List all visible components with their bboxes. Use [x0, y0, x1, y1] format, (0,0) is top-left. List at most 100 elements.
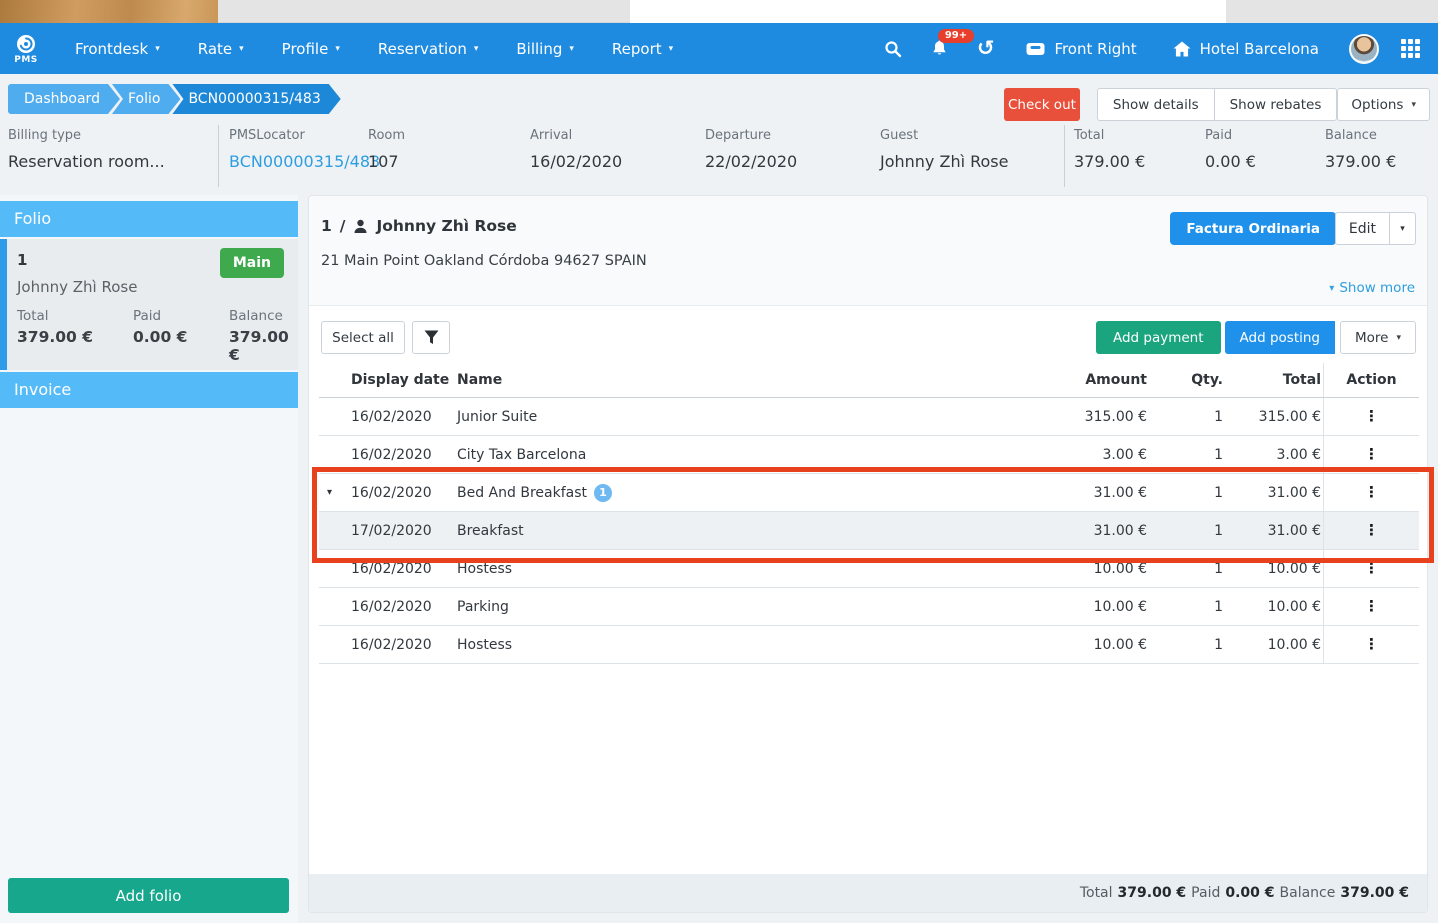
info-pms-locator: PMSLocator BCN00000315/483: [218, 125, 381, 187]
table-row-bed-and-breakfast[interactable]: ▾ 16/02/2020 Bed And Breakfast 1 31.00 €…: [319, 474, 1419, 512]
info-arrival: Arrival 16/02/2020: [530, 128, 623, 171]
browser-tab-fragment: [630, 0, 1226, 23]
main-badge: Main: [219, 248, 284, 278]
breadcrumb-locator[interactable]: BCN00000315/483: [172, 84, 340, 114]
add-posting-button[interactable]: Add posting: [1224, 321, 1335, 354]
col-display-date: Display date: [351, 372, 450, 388]
info-paid: Paid 0.00 €: [1205, 128, 1256, 171]
chevron-down-icon: ▾: [1400, 223, 1405, 234]
show-more-link[interactable]: ▾ Show more: [1329, 280, 1415, 296]
folio-number: 1: [17, 251, 28, 269]
row-actions-menu[interactable]: ⋮: [1364, 559, 1379, 577]
workstation-selector[interactable]: Front Right: [1008, 23, 1154, 74]
folio-title-guest: Johnny Zhì Rose: [376, 217, 517, 235]
bell-icon: [933, 40, 946, 55]
menu-frontdesk[interactable]: Frontdesk ▾: [75, 39, 160, 58]
browser-strip: [0, 0, 1438, 23]
folio-detail-header: 1 / Johnny Zhì Rose 21 Main Point Oaklan…: [309, 196, 1427, 306]
folio-totals: Total 379.00 € Paid 0.00 € Balance 379.0…: [17, 308, 289, 364]
folio-guest-name: Johnny Zhì Rose: [17, 278, 138, 296]
main-menu: Frontdesk ▾ Rate ▾ Profile ▾ Reservation ▾ B…: [56, 23, 692, 74]
col-action: Action: [1323, 363, 1419, 397]
table-row[interactable]: 16/02/2020 Hostess 10.00 € 1 10.00 € ⋮: [319, 626, 1419, 664]
chevron-down-icon: ▾: [239, 43, 244, 54]
hotel-selector[interactable]: Hotel Barcelona: [1155, 23, 1337, 74]
table-row[interactable]: 16/02/2020 Junior Suite 315.00 € 1 315.0…: [319, 398, 1419, 436]
folio-title-separator: /: [339, 217, 346, 235]
menu-billing[interactable]: Billing ▾: [516, 39, 574, 58]
folio-paid-value: 0.00 €: [133, 328, 188, 346]
more-button[interactable]: More ▾: [1340, 321, 1416, 354]
col-total: Total: [1282, 372, 1321, 388]
folio-title: 1 / Johnny Zhì Rose: [321, 217, 517, 235]
add-payment-button[interactable]: Add payment: [1095, 321, 1221, 354]
breadcrumb-folio[interactable]: Folio: [112, 84, 180, 114]
select-all-button[interactable]: Select all: [321, 321, 405, 354]
sidebar-section-folio[interactable]: Folio: [0, 201, 298, 237]
edit-button[interactable]: Edit: [1334, 212, 1390, 245]
reservation-info-bar: Billing type Reservation room... PMSLoca…: [0, 125, 1438, 187]
footer-balance-value: 379.00 €: [1340, 885, 1409, 901]
collapse-row-icon[interactable]: ▾: [327, 487, 333, 498]
options-button[interactable]: Options ▾: [1337, 88, 1430, 121]
chevron-down-icon: ▾: [155, 43, 160, 54]
table-header-row: Display date Name Amount Qty. Total Acti…: [319, 363, 1419, 398]
postings-toolbar: Select all Add payment Add posting More ▾: [321, 321, 1416, 354]
menu-report[interactable]: Report ▾: [611, 39, 674, 58]
row-actions-menu[interactable]: ⋮: [1364, 597, 1379, 615]
chevron-down-icon: ▾: [335, 43, 340, 54]
row-actions-menu[interactable]: ⋮: [1364, 521, 1379, 539]
search-button[interactable]: [870, 23, 916, 74]
desktop-wallpaper-fragment: [0, 0, 218, 23]
package-count-badge: 1: [594, 483, 612, 502]
chevron-down-icon: ▾: [473, 43, 479, 54]
user-avatar[interactable]: [1349, 33, 1379, 64]
history-icon: ↺: [976, 36, 995, 60]
sidebar-section-invoice[interactable]: Invoice: [0, 372, 298, 408]
postings-table: Display date Name Amount Qty. Total Acti…: [319, 363, 1419, 664]
info-guest: Guest Johnny Zhì Rose: [880, 128, 1009, 171]
row-actions-menu[interactable]: ⋮: [1364, 483, 1379, 501]
menu-rate[interactable]: Rate ▾: [197, 39, 244, 58]
workstation-label: Front Right: [1054, 39, 1137, 58]
edit-dropdown-toggle[interactable]: ▾: [1390, 212, 1416, 245]
menu-profile[interactable]: Profile ▾: [281, 39, 340, 58]
notifications-button[interactable]: 99+: [916, 23, 975, 74]
pms-locator-link[interactable]: BCN00000315/483: [229, 152, 381, 171]
show-details-button[interactable]: Show details: [1096, 88, 1215, 121]
search-icon: [885, 40, 902, 57]
filter-button[interactable]: [412, 321, 450, 354]
folio-totals-footer: Total 379.00 € Paid 0.00 € Balance 379.0…: [309, 874, 1427, 912]
toolbar-right: Add payment Add posting More ▾: [1095, 321, 1416, 354]
info-balance: Balance 379.00 €: [1325, 128, 1397, 171]
home-icon: [1173, 41, 1191, 56]
history-button[interactable]: ↺: [963, 23, 1009, 74]
row-actions-menu[interactable]: ⋮: [1364, 445, 1379, 463]
breadcrumb-dashboard[interactable]: Dashboard: [8, 84, 120, 114]
person-icon: [354, 219, 367, 233]
folio-detail-panel: 1 / Johnny Zhì Rose 21 Main Point Oaklan…: [308, 195, 1428, 913]
pms-logo-icon: [17, 34, 35, 53]
pms-logo[interactable]: PMS: [14, 33, 38, 65]
row-actions-menu[interactable]: ⋮: [1364, 635, 1379, 653]
edit-button-group: Edit ▾: [1334, 212, 1416, 245]
table-row[interactable]: 16/02/2020 City Tax Barcelona 3.00 € 1 3…: [319, 436, 1419, 474]
check-out-button[interactable]: Check out: [1004, 88, 1080, 121]
table-row[interactable]: 16/02/2020 Hostess 10.00 € 1 10.00 € ⋮: [319, 550, 1419, 588]
col-amount: Amount: [1085, 372, 1147, 388]
folio-card[interactable]: 1 Main Johnny Zhì Rose Total 379.00 € Pa…: [0, 239, 298, 370]
chevron-down-icon: ▾: [569, 43, 574, 54]
row-actions-menu[interactable]: ⋮: [1364, 407, 1379, 425]
hotel-label: Hotel Barcelona: [1199, 39, 1319, 58]
table-row[interactable]: 16/02/2020 Parking 10.00 € 1 10.00 € ⋮: [319, 588, 1419, 626]
menu-reservation[interactable]: Reservation ▾: [377, 39, 479, 58]
table-row-breakfast-child[interactable]: 17/02/2020 Breakfast 31.00 € 1 31.00 € ⋮: [319, 512, 1419, 550]
details-button-group: Show details Show rebates: [1096, 88, 1338, 121]
show-rebates-button[interactable]: Show rebates: [1213, 88, 1338, 121]
factura-ordinaria-button[interactable]: Factura Ordinaria: [1170, 212, 1336, 245]
col-name: Name: [457, 372, 503, 388]
chevron-down-icon: ▾: [1411, 99, 1416, 110]
add-folio-button[interactable]: Add folio: [8, 878, 289, 913]
apps-grid-icon[interactable]: [1401, 39, 1420, 58]
workstation-icon: [1026, 43, 1045, 55]
